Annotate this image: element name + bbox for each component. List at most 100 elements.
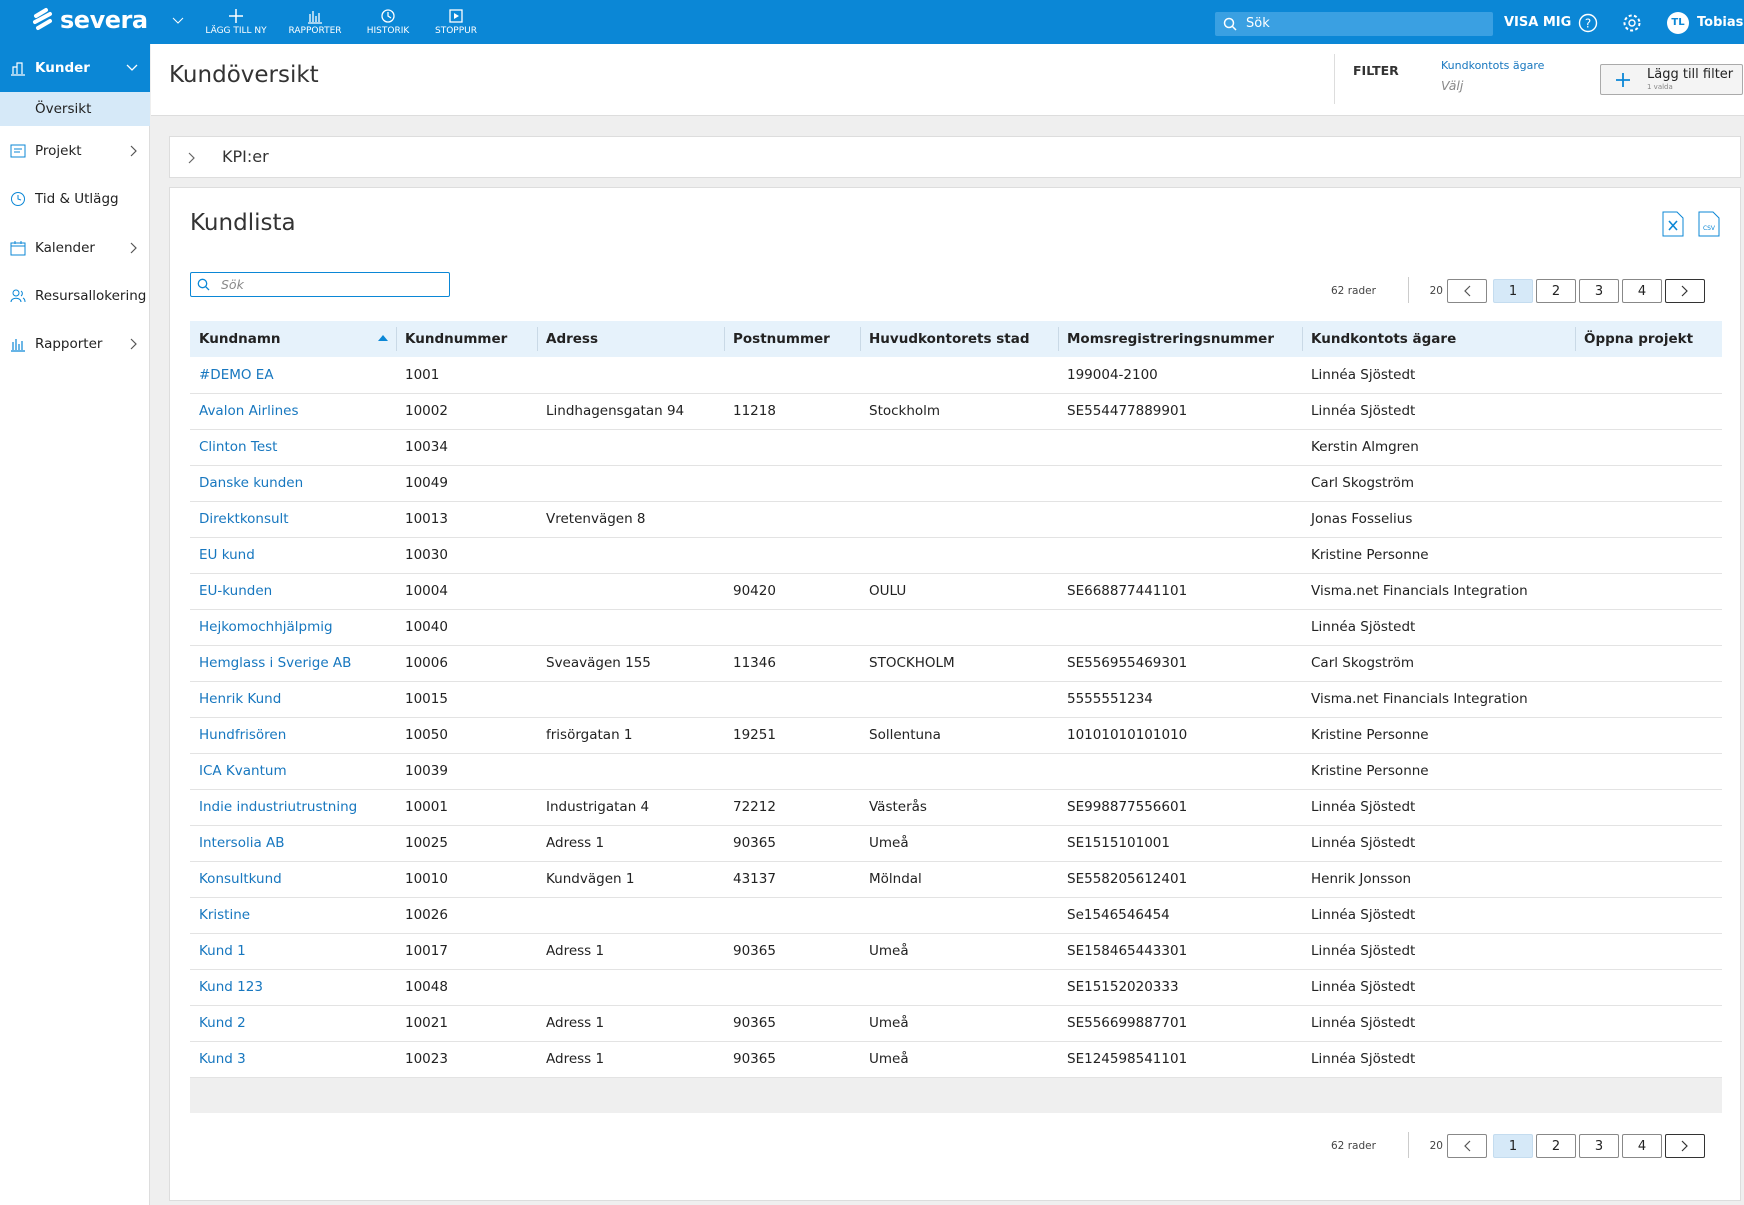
table-row[interactable]: Kund 1 10017 Adress 1 90365 Umeå SE1584654433…: [190, 933, 1722, 970]
table-row[interactable]: Hemglass i Sverige AB 10006 Sveavägen 155 1…: [190, 645, 1722, 682]
table-row[interactable]: Intersolia AB 10025 Adress 1 90365 Umeå SE151…: [190, 825, 1722, 862]
page-size-select[interactable]: 20: [1395, 283, 1457, 297]
page-button[interactable]: 1: [1493, 1134, 1533, 1158]
customer-name-link[interactable]: Indie industriutrustning: [190, 789, 396, 826]
customer-name-link[interactable]: Henrik Kund: [190, 681, 396, 718]
sidebar-item[interactable]: Rapporter: [0, 327, 150, 361]
customer-name-link[interactable]: Kund 1: [190, 933, 396, 970]
prev-page[interactable]: [1447, 1134, 1487, 1158]
sidebar-item[interactable]: Kalender: [0, 231, 150, 265]
table-row[interactable]: Avalon Airlines 10002 Lindhagensgatan 94 11…: [190, 393, 1722, 430]
next-page[interactable]: [1665, 279, 1705, 303]
table-row[interactable]: Konsultkund 10010 Kundvägen 1 43137 Mölndal S…: [190, 861, 1722, 898]
customer-name-link[interactable]: #DEMO EA: [190, 357, 396, 394]
table-row[interactable]: ICA Kvantum 10039 Kristine Personne: [190, 753, 1722, 790]
customer-name-link[interactable]: Intersolia AB: [190, 825, 396, 862]
column-header[interactable]: Adress: [537, 321, 724, 357]
help-icon[interactable]: ?: [1578, 13, 1598, 33]
settings-icon[interactable]: [1622, 13, 1642, 33]
table-cell: [1575, 681, 1722, 718]
customer-name-link[interactable]: EU-kunden: [190, 573, 396, 610]
customer-name-link[interactable]: Hejkomochhjälpmig: [190, 609, 396, 646]
user-name[interactable]: Tobias: [1697, 15, 1744, 30]
table-cell: 10010: [396, 861, 537, 898]
page-button[interactable]: 3: [1579, 279, 1619, 303]
page-button[interactable]: 2: [1536, 1134, 1576, 1158]
item-icon: [11, 192, 25, 206]
table-row[interactable]: Kristine 10026 Se1546546454 Linnéa Sjöstedt: [190, 897, 1722, 934]
page-button[interactable]: 1: [1493, 279, 1533, 303]
table-row[interactable]: EU kund 10030 Kristine Personne: [190, 537, 1722, 574]
global-search[interactable]: Sök: [1215, 12, 1493, 36]
sidebar-item[interactable]: Projekt: [0, 134, 150, 168]
page-button[interactable]: 4: [1622, 1134, 1662, 1158]
add-filter-button[interactable]: Lägg till filter 1 valda: [1600, 64, 1743, 95]
nav-stopwatch[interactable]: STOPPUR: [416, 8, 496, 36]
customer-name-link[interactable]: Kund 2: [190, 1005, 396, 1042]
table-cell: 10026: [396, 897, 537, 934]
customer-name-link[interactable]: Hemglass i Sverige AB: [190, 645, 396, 682]
table-cell: [537, 753, 724, 790]
filter-value[interactable]: Välj: [1441, 78, 1464, 93]
customer-name-link[interactable]: EU kund: [190, 537, 396, 574]
table-row[interactable]: Direktkonsult 10013 Vretenvägen 8 Jonas Fos…: [190, 501, 1722, 538]
column-header[interactable]: Öppna projekt: [1575, 321, 1722, 357]
nav-reports[interactable]: RAPPORTER: [275, 8, 355, 36]
filter-field[interactable]: Kundkontots ägare: [1441, 59, 1545, 72]
excel-export[interactable]: [1662, 211, 1684, 237]
table-row[interactable]: #DEMO EA 1001 199004-2100 Linnéa Sjöstedt: [190, 357, 1722, 394]
nav-add[interactable]: LÄGG TILL NY: [196, 8, 276, 36]
table-row[interactable]: Henrik Kund 10015 5555551234 Visma.net Fina…: [190, 681, 1722, 718]
table-row[interactable]: Kund 123 10048 SE15152020333 Linnéa Sjösted…: [190, 969, 1722, 1006]
table-row[interactable]: EU-kunden 10004 90420 OULU SE668877441101 Vis…: [190, 573, 1722, 610]
table-row[interactable]: Kund 2 10021 Adress 1 90365 Umeå SE5566998877…: [190, 1005, 1722, 1042]
column-label: Kundnummer: [405, 331, 508, 347]
column-header[interactable]: Kundkontots ägare: [1302, 321, 1575, 357]
table-cell: [1058, 465, 1302, 502]
table-cell: 11218: [724, 393, 860, 430]
table-row[interactable]: Danske kunden 10049 Carl Skogström: [190, 465, 1722, 502]
table-row[interactable]: Hundfrisören 10050 frisörgatan 1 19251 Solle…: [190, 717, 1722, 754]
sidebar-item[interactable]: Kunder: [0, 44, 150, 92]
customer-name-link[interactable]: Clinton Test: [190, 429, 396, 466]
table-cell: [537, 609, 724, 646]
prev-page[interactable]: [1447, 279, 1487, 303]
customer-name-link[interactable]: Konsultkund: [190, 861, 396, 898]
next-page[interactable]: [1665, 1134, 1705, 1158]
customer-name-link[interactable]: ICA Kvantum: [190, 753, 396, 790]
user-avatar[interactable]: TL: [1667, 12, 1689, 34]
sidebar-item[interactable]: Resursallokering: [0, 279, 150, 313]
customer-name-link[interactable]: Direktkonsult: [190, 501, 396, 538]
sidebar-item[interactable]: Tid & Utlägg: [0, 182, 150, 216]
table-row[interactable]: Indie industriutrustning 10001 Industrigat…: [190, 789, 1722, 826]
filter-label: FILTER: [1353, 63, 1399, 78]
csv-export[interactable]: CSV: [1698, 211, 1720, 237]
nav-history[interactable]: HISTORIK: [348, 8, 428, 36]
page-size-select[interactable]: 20: [1395, 1138, 1457, 1152]
column-header[interactable]: Postnummer: [724, 321, 860, 357]
table-row[interactable]: Kund 3 10023 Adress 1 90365 Umeå SE1245985411…: [190, 1041, 1722, 1078]
page-button[interactable]: 3: [1579, 1134, 1619, 1158]
table-row[interactable]: Hejkomochhjälpmig 10040 Linnéa Sjöstedt: [190, 609, 1722, 646]
page-button[interactable]: 2: [1536, 279, 1576, 303]
column-header[interactable]: Huvudkontorets stad: [860, 321, 1058, 357]
show-me[interactable]: VISA MIG: [1504, 15, 1572, 30]
customer-name-link[interactable]: Kund 3: [190, 1041, 396, 1078]
customer-name-link[interactable]: Hundfrisören: [190, 717, 396, 754]
customer-name-link[interactable]: Kristine: [190, 897, 396, 934]
table-cell: 10034: [396, 429, 537, 466]
column-header[interactable]: Kundnamn: [190, 321, 396, 357]
column-header[interactable]: Kundnummer: [396, 321, 537, 357]
sidebar-subitem[interactable]: Översikt: [0, 92, 150, 126]
table-cell: Stockholm: [860, 393, 1058, 430]
table-row[interactable]: Clinton Test 10034 Kerstin Almgren: [190, 429, 1722, 466]
list-search[interactable]: Sök: [190, 272, 450, 297]
page-button[interactable]: 4: [1622, 279, 1662, 303]
logo-menu-chevron[interactable]: [172, 17, 184, 25]
customer-name-link[interactable]: Kund 123: [190, 969, 396, 1006]
customer-name-link[interactable]: Avalon Airlines: [190, 393, 396, 430]
column-header[interactable]: Momsregistreringsnummer: [1058, 321, 1302, 357]
logo[interactable]: severa: [32, 6, 148, 34]
customer-name-link[interactable]: Danske kunden: [190, 465, 396, 502]
kpi-panel[interactable]: KPI:er: [169, 136, 1741, 178]
